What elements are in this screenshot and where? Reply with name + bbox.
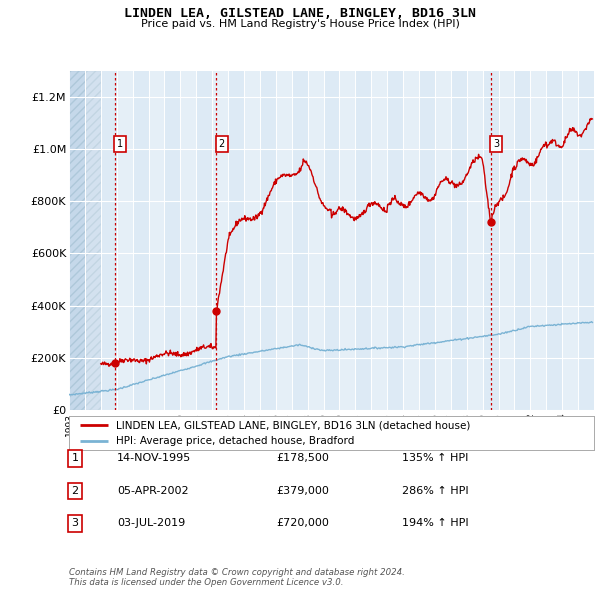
Bar: [340, 71, 355, 410]
Bar: [244, 71, 260, 410]
Text: LINDEN LEA, GILSTEAD LANE, BINGLEY, BD16 3LN: LINDEN LEA, GILSTEAD LANE, BINGLEY, BD16…: [124, 7, 476, 20]
Bar: [371, 71, 387, 410]
Text: HPI: Average price, detached house, Bradford: HPI: Average price, detached house, Brad…: [116, 436, 355, 446]
Text: 03-JUL-2019: 03-JUL-2019: [117, 519, 185, 528]
Text: 1: 1: [117, 139, 123, 149]
Text: 194% ↑ HPI: 194% ↑ HPI: [402, 519, 469, 528]
Text: 3: 3: [493, 139, 499, 149]
Bar: [85, 71, 101, 410]
Text: 286% ↑ HPI: 286% ↑ HPI: [402, 486, 469, 496]
Bar: [403, 71, 419, 410]
Bar: [467, 71, 482, 410]
Bar: [212, 71, 228, 410]
Bar: [69, 71, 101, 410]
Bar: [594, 71, 600, 410]
Text: Contains HM Land Registry data © Crown copyright and database right 2024.
This d: Contains HM Land Registry data © Crown c…: [69, 568, 405, 587]
Text: £379,000: £379,000: [276, 486, 329, 496]
Bar: [149, 71, 164, 410]
Text: 1: 1: [71, 454, 79, 463]
Text: 3: 3: [71, 519, 79, 528]
Bar: [276, 71, 292, 410]
Bar: [435, 71, 451, 410]
Text: £720,000: £720,000: [276, 519, 329, 528]
Bar: [117, 71, 133, 410]
Text: £178,500: £178,500: [276, 454, 329, 463]
Text: 14-NOV-1995: 14-NOV-1995: [117, 454, 191, 463]
Text: 135% ↑ HPI: 135% ↑ HPI: [402, 454, 469, 463]
Bar: [499, 71, 514, 410]
Text: LINDEN LEA, GILSTEAD LANE, BINGLEY, BD16 3LN (detached house): LINDEN LEA, GILSTEAD LANE, BINGLEY, BD16…: [116, 420, 470, 430]
Bar: [181, 71, 196, 410]
Text: 2: 2: [71, 486, 79, 496]
Bar: [530, 71, 546, 410]
Text: Price paid vs. HM Land Registry's House Price Index (HPI): Price paid vs. HM Land Registry's House …: [140, 19, 460, 29]
Bar: [308, 71, 323, 410]
Text: 05-APR-2002: 05-APR-2002: [117, 486, 188, 496]
Text: 2: 2: [219, 139, 225, 149]
Bar: [562, 71, 578, 410]
